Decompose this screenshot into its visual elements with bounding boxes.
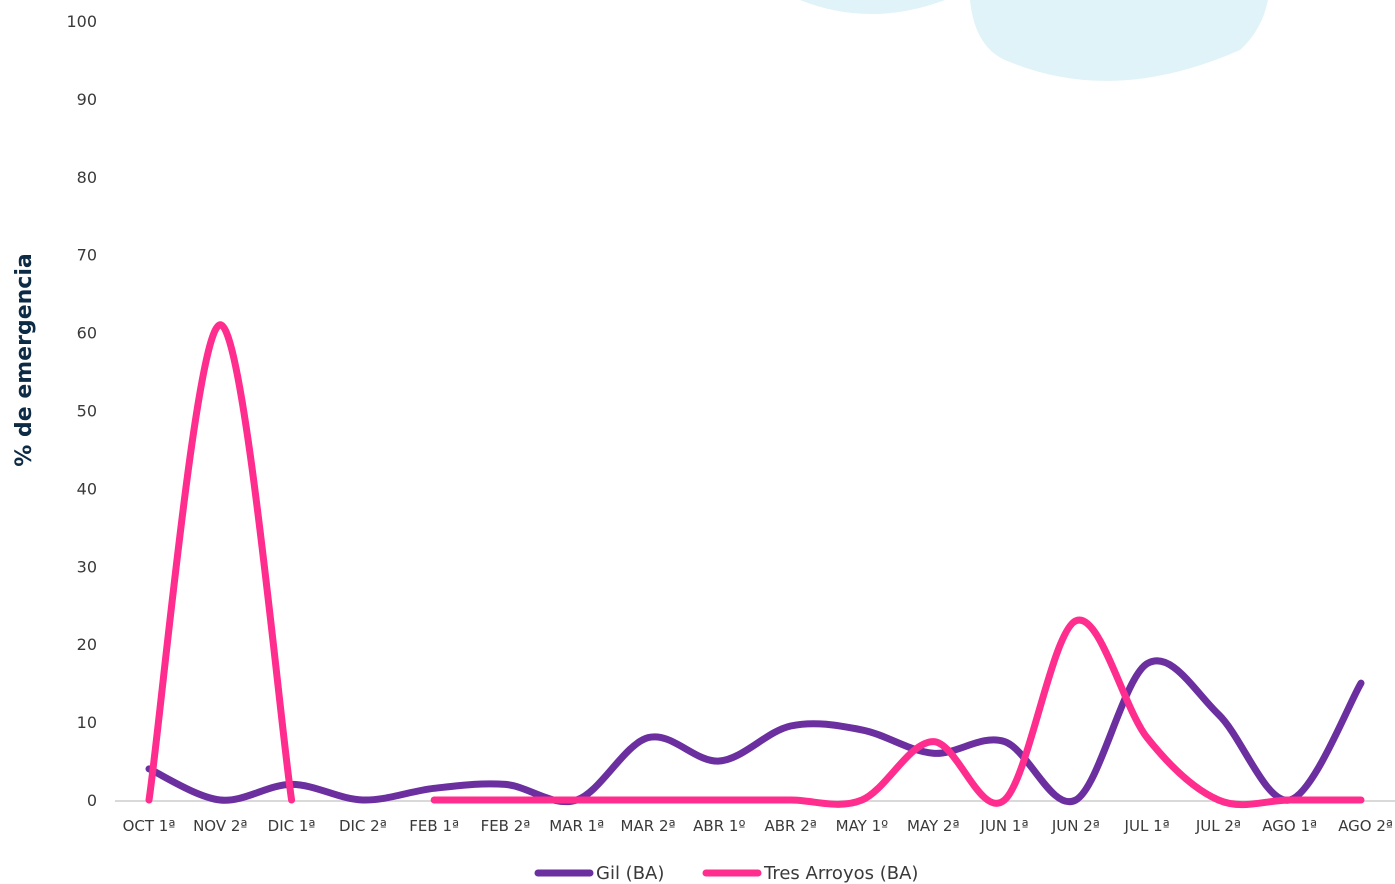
y-tick-label: 80 [77, 168, 97, 187]
x-tick-label: NOV 2ª [193, 817, 247, 835]
x-tick-label: AGO 2ª [1338, 817, 1393, 835]
decor-bubble-large [970, 0, 1268, 81]
series-lines [145, 321, 1365, 809]
y-tick-label: 60 [77, 324, 97, 343]
y-tick-label: 100 [66, 12, 97, 31]
x-tick-label: JUL 1ª [1124, 817, 1170, 835]
decor-bubble-small [800, 0, 945, 14]
x-tick-label: JUN 1ª [980, 817, 1029, 835]
x-tick-label: DIC 2ª [339, 817, 387, 835]
x-tick-label: ABR 1º [693, 817, 745, 835]
x-tick-label: ABR 2ª [764, 817, 816, 835]
y-tick-label: 30 [77, 557, 97, 576]
y-axis-ticks: 0 10 20 30 40 50 60 70 80 90 100 [66, 12, 97, 810]
legend: Gil (BA) Tres Arroyos (BA) [534, 863, 918, 884]
y-tick-label: 40 [77, 479, 97, 498]
x-tick-label: MAR 2ª [621, 817, 676, 835]
x-tick-label: OCT 1ª [123, 817, 176, 835]
x-tick-label: MAY 1º [836, 817, 889, 835]
decorative-bubbles [800, 0, 1268, 81]
y-axis-title: % de emergencia [12, 253, 37, 466]
series-line-1 [430, 616, 1365, 809]
y-tick-label: 20 [77, 635, 97, 654]
x-tick-label: JUN 2ª [1051, 817, 1100, 835]
x-axis-labels: OCT 1ª NOV 2ª DIC 1ª DIC 2ª FEB 1ª FEB 2ª MAR … [123, 817, 1393, 835]
series-line-0 [145, 657, 1365, 806]
y-tick-label: 10 [77, 713, 97, 732]
y-tick-label: 0 [87, 791, 97, 810]
series-line-1 [145, 321, 296, 804]
x-tick-label: MAY 2ª [907, 817, 960, 835]
legend-label: Gil (BA) [596, 863, 664, 884]
y-tick-label: 90 [77, 90, 97, 109]
y-tick-label: 70 [77, 246, 97, 265]
x-tick-label: AGO 1ª [1262, 817, 1317, 835]
x-tick-label: MAR 1ª [549, 817, 604, 835]
x-tick-label: FEB 2ª [481, 817, 531, 835]
x-tick-label: FEB 1ª [409, 817, 459, 835]
legend-label: Tres Arroyos (BA) [763, 863, 918, 884]
x-tick-label: DIC 1ª [268, 817, 316, 835]
y-tick-label: 50 [77, 402, 97, 421]
x-tick-label: JUL 2ª [1195, 817, 1241, 835]
